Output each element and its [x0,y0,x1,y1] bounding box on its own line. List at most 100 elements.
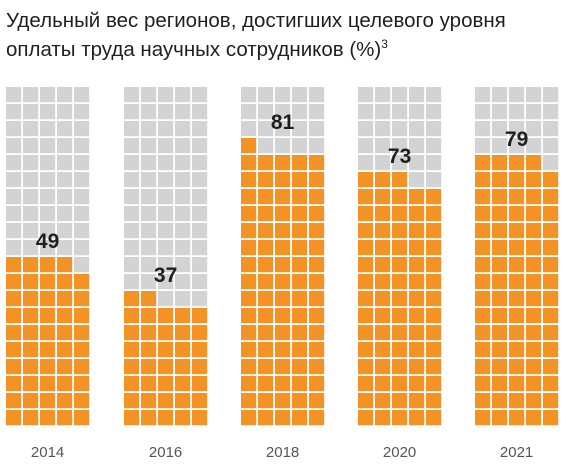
waffle-cell-empty [258,121,274,137]
waffle-cell-empty [175,189,191,205]
waffle-cell-empty [40,223,56,239]
waffle-cell-filled [124,325,140,341]
waffle-cell-filled [492,223,508,239]
waffle-cell-empty [309,138,325,154]
waffle-cell-empty [141,223,157,239]
waffle-cell-filled [475,410,491,426]
waffle-cell-empty [158,240,174,256]
waffle-cell-filled [241,393,257,409]
waffle-cell-empty [6,206,22,222]
waffle-cell-filled [158,308,174,324]
waffle-cell-empty [392,138,408,154]
waffle-cell-filled [258,291,274,307]
waffle-cell-empty [392,121,408,137]
waffle-cell-empty [192,240,208,256]
waffle-cell-filled [392,189,408,205]
waffle-cell-empty [158,206,174,222]
waffle-cell-filled [409,359,425,375]
waffle-cell-empty [192,291,208,307]
waffle-cell-filled [192,410,208,426]
waffle-cell-empty [40,240,56,256]
waffle-cell-filled [409,393,425,409]
waffle-cell-filled [57,291,73,307]
waffle-cell-filled [192,376,208,392]
waffle-cell-empty [492,87,508,103]
waffle-cell-filled [124,342,140,358]
waffle-cell-filled [543,359,559,375]
chart-title: Удельный вес регионов, достигших целевог… [6,6,566,64]
waffle-cell-filled [57,376,73,392]
waffle-cell-empty [426,104,442,120]
waffle-cell-empty [74,257,90,273]
waffle-cell-filled [292,393,308,409]
waffle-cell-empty [375,87,391,103]
waffle-cell-filled [358,325,374,341]
waffle-cell-filled [426,325,442,341]
waffle-cell-filled [375,376,391,392]
waffle-cell-empty [124,155,140,171]
waffle-cell-empty [40,155,56,171]
waffle-cell-empty [57,189,73,205]
waffle-cell-empty [175,240,191,256]
waffle-cell-empty [358,138,374,154]
waffle-cell-filled [309,308,325,324]
value-label-2014: 49 [36,230,59,253]
waffle-cell-filled [141,308,157,324]
waffle-cell-empty [158,104,174,120]
waffle-cell-filled [258,342,274,358]
waffle-cell-filled [158,342,174,358]
waffle-cell-empty [475,104,491,120]
waffle-cell-filled [158,410,174,426]
waffle-cell-filled [509,274,525,290]
waffle-cell-filled [74,393,90,409]
waffle-cell-filled [241,410,257,426]
waffle-cell-empty [23,206,39,222]
waffle-cell-empty [57,104,73,120]
waffle-cell-empty [292,121,308,137]
waffle-cell-filled [543,410,559,426]
waffle-cell-filled [258,359,274,375]
waffle-cell-filled [543,325,559,341]
waffle-cell-filled [275,257,291,273]
waffle-cell-filled [241,240,257,256]
waffle-cell-filled [6,308,22,324]
waffle-cell-empty [57,172,73,188]
waffle-cell-filled [509,376,525,392]
waffle-cell-filled [192,393,208,409]
waffle-cell-filled [275,155,291,171]
waffle-cell-empty [40,87,56,103]
waffle-cell-filled [358,410,374,426]
waffle-cell-filled [275,223,291,239]
waffle-cell-filled [57,342,73,358]
waffle-cell-filled [426,410,442,426]
value-label-2016: 37 [154,264,177,287]
waffle-cell-empty [141,172,157,188]
waffle-cell-filled [292,291,308,307]
waffle-cell-filled [74,274,90,290]
waffle-cell-filled [141,410,157,426]
waffle-cell-filled [309,342,325,358]
waffle-cell-empty [509,87,525,103]
waffle-cell-empty [526,104,542,120]
waffle-cell-filled [392,172,408,188]
waffle-cell-filled [409,308,425,324]
waffle-cell-empty [23,138,39,154]
waffle-cell-filled [543,257,559,273]
waffle-cell-filled [275,393,291,409]
waffle-cell-filled [492,240,508,256]
waffle-cell-filled [275,291,291,307]
waffle-cell-filled [475,206,491,222]
waffle-cell-empty [375,104,391,120]
waffle-cell-empty [492,138,508,154]
waffle-cell-filled [409,410,425,426]
waffle-cell-filled [175,325,191,341]
waffle-cell-filled [492,257,508,273]
waffle-cell-empty [141,155,157,171]
waffle-cell-filled [57,359,73,375]
waffle-cell-empty [426,121,442,137]
waffle-cell-empty [192,138,208,154]
waffle-cell-filled [309,393,325,409]
waffle-cell-filled [124,291,140,307]
waffle-cell-filled [158,325,174,341]
waffle-cell-empty [124,274,140,290]
